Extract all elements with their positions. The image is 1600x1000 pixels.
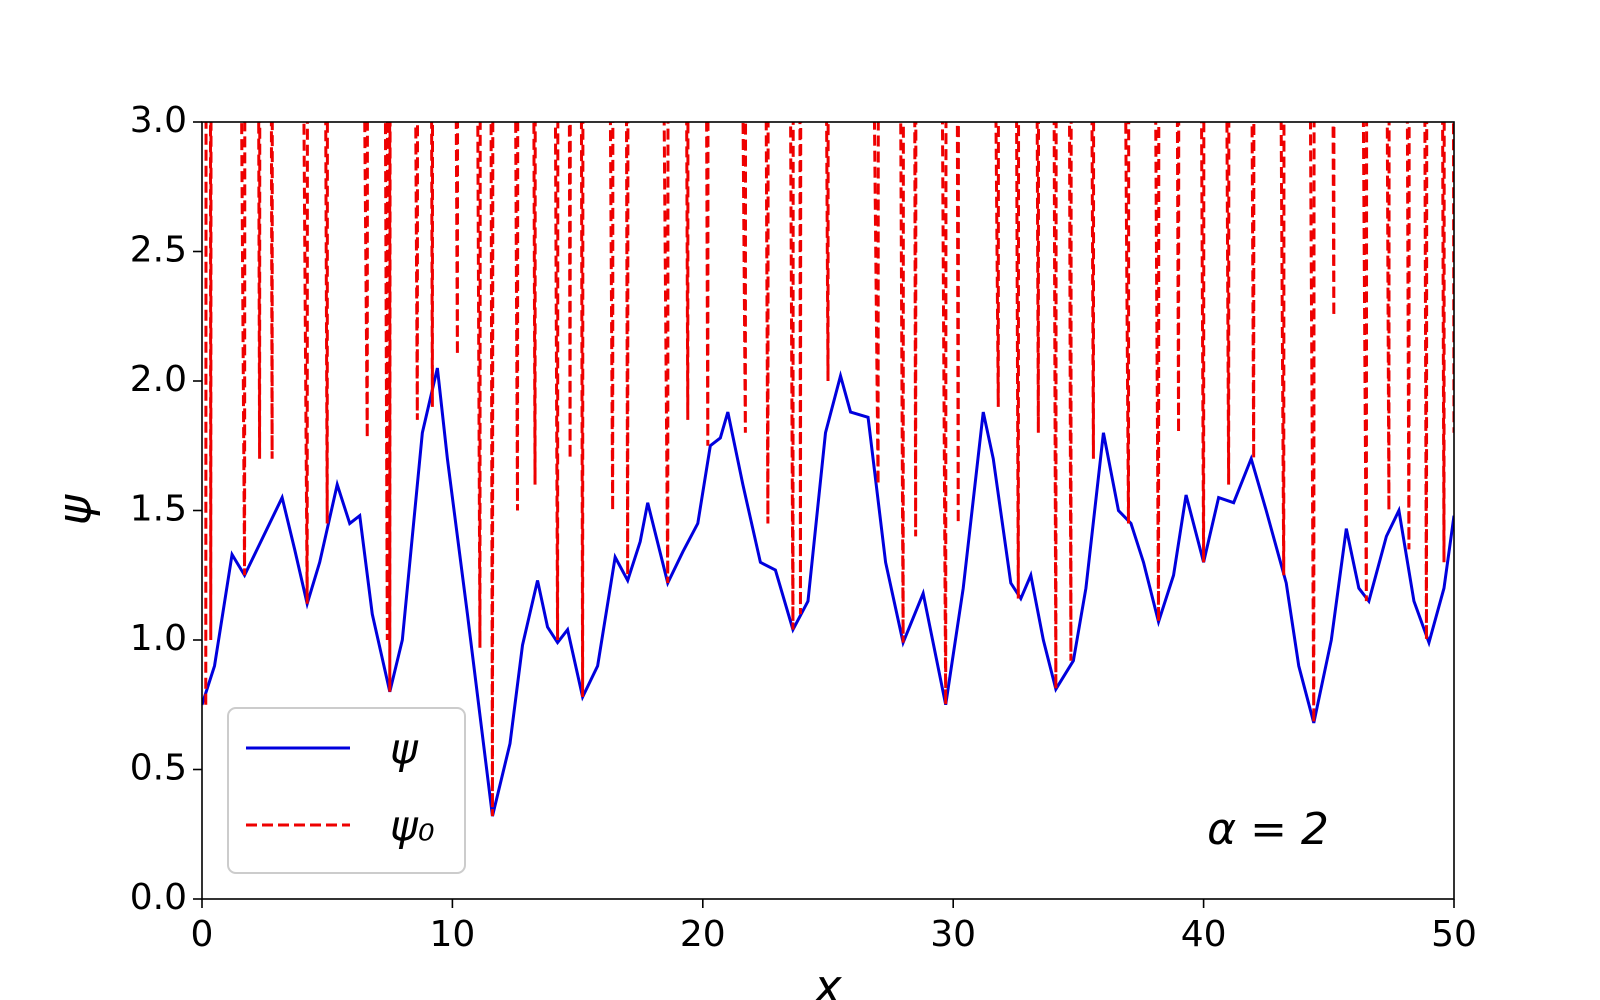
annotation: α = 2 bbox=[1207, 804, 1329, 855]
legend-label: ψ₀ bbox=[390, 802, 435, 851]
x-axis-label: x bbox=[812, 960, 842, 1000]
x-tick-label: 30 bbox=[930, 914, 976, 955]
data-line bbox=[202, 367, 1454, 817]
y-axis-label: ψ bbox=[48, 493, 102, 525]
y-tick-label: 2.0 bbox=[130, 359, 187, 400]
legend-label: ψ bbox=[390, 725, 419, 774]
plot-area bbox=[202, 122, 1454, 817]
x-tick-label: 10 bbox=[429, 914, 475, 955]
y-tick-label: 0.5 bbox=[130, 748, 187, 789]
y-tick-label: 0.0 bbox=[130, 877, 187, 918]
x-tick-label: 50 bbox=[1431, 914, 1477, 955]
x-tick-label: 40 bbox=[1181, 914, 1227, 955]
x-tick-label: 0 bbox=[191, 914, 214, 955]
x-tick-label: 20 bbox=[680, 914, 726, 955]
y-tick-label: 2.5 bbox=[130, 230, 187, 271]
y-tick-label: 3.0 bbox=[130, 100, 187, 141]
y-tick-label: 1.5 bbox=[130, 489, 187, 530]
y-tick-label: 1.0 bbox=[130, 618, 187, 659]
